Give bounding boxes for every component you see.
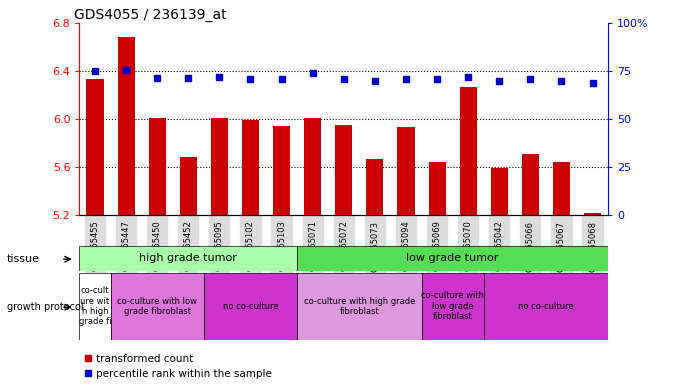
Bar	[366, 159, 384, 215]
Bar	[522, 154, 539, 215]
Bar	[584, 213, 601, 215]
Text: co-cult
ure wit
h high
grade fi: co-cult ure wit h high grade fi	[79, 286, 111, 326]
Text: GDS4055 / 236139_at: GDS4055 / 236139_at	[74, 8, 227, 22]
Text: no co-culture: no co-culture	[518, 302, 574, 311]
Bar	[553, 162, 570, 215]
Bar	[149, 118, 166, 215]
Text: growth protocol: growth protocol	[7, 302, 84, 312]
Bar	[297, 246, 608, 271]
Bar	[273, 126, 290, 215]
Bar	[242, 120, 259, 215]
Bar	[484, 273, 608, 340]
Bar	[397, 127, 415, 215]
Text: no co-culture: no co-culture	[223, 302, 278, 311]
Text: high grade tumor: high grade tumor	[140, 253, 237, 263]
Text: low grade tumor: low grade tumor	[406, 253, 499, 263]
Bar	[428, 162, 446, 215]
Bar	[297, 273, 422, 340]
Legend: transformed count, percentile rank within the sample: transformed count, percentile rank withi…	[85, 354, 272, 379]
Text: tissue: tissue	[7, 254, 40, 264]
Bar	[460, 87, 477, 215]
Bar	[204, 273, 297, 340]
Bar	[491, 168, 508, 215]
Text: co-culture with low
grade fibroblast: co-culture with low grade fibroblast	[117, 296, 197, 316]
Bar	[79, 273, 111, 340]
Bar	[111, 273, 204, 340]
Text: co-culture with
low grade
fibroblast: co-culture with low grade fibroblast	[421, 291, 484, 321]
Bar	[211, 118, 228, 215]
Bar	[180, 157, 197, 215]
Bar	[422, 273, 484, 340]
Bar	[86, 79, 104, 215]
Text: co-culture with high grade
fibroblast: co-culture with high grade fibroblast	[303, 296, 415, 316]
Bar	[304, 118, 321, 215]
Bar	[117, 38, 135, 215]
Bar	[335, 125, 352, 215]
Bar	[79, 246, 297, 271]
